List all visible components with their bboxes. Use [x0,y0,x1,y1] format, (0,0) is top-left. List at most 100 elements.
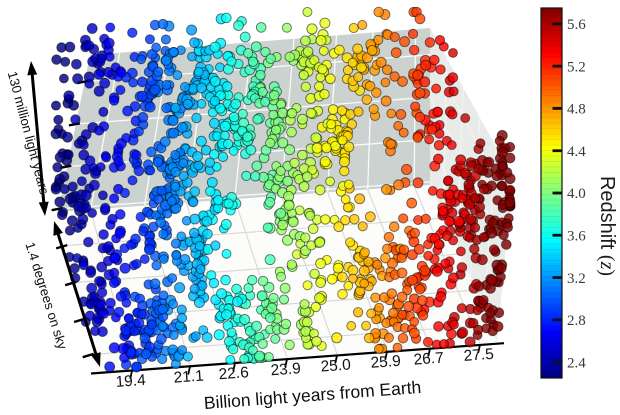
galaxy-point [464,336,476,348]
galaxy-point [133,126,144,137]
galaxy-point [474,201,486,213]
galaxy-point [189,186,201,197]
galaxy-point [130,233,141,245]
galaxy-point [417,310,429,321]
galaxy-point [305,107,317,119]
galaxy-point [221,248,232,259]
galaxy-point [398,213,409,224]
galaxy-point [284,339,295,351]
galaxy-point [396,267,408,279]
galaxy-point [97,326,108,337]
galaxy-point [109,253,120,264]
height-arrow-label: 130 million light years [5,70,52,197]
galaxy-point [266,302,278,314]
galaxy-point [213,195,224,206]
galaxy-point [180,81,191,93]
galaxy-point [161,79,172,90]
galaxy-point [72,73,84,85]
galaxy-point [56,209,68,221]
galaxy-point [257,275,269,287]
galaxy-point [196,82,207,94]
galaxy-point [315,277,326,288]
galaxy-point [221,12,232,24]
galaxy-point [501,167,513,178]
galaxy-point [286,108,298,119]
galaxy-point [374,302,384,313]
galaxy-point [83,236,94,248]
x-tick-label: 21.1 [173,368,204,387]
galaxy-point [300,81,311,92]
galaxy-point [473,324,484,335]
galaxy-point [251,160,263,172]
galaxy-point [270,334,281,344]
galaxy-point [357,221,368,232]
x-tick-label: 25.9 [370,353,401,372]
galaxy-point [431,265,443,277]
galaxy-point [201,331,213,343]
galaxy-point [53,114,64,125]
galaxy-point [393,120,404,131]
galaxy-point [432,153,444,165]
galaxy-point [428,54,440,66]
galaxy-point [456,262,468,273]
galaxy-point [441,230,453,242]
galaxy-point [396,291,408,303]
galaxy-point [122,105,134,117]
galaxy-point [356,62,367,73]
galaxy-point [298,70,309,81]
galaxy-point [170,238,181,249]
galaxy-point [100,202,111,214]
galaxy-point [309,268,320,279]
galaxy-point [287,216,299,228]
galaxy-point [131,150,142,160]
galaxy-point [160,55,172,66]
galaxy-point [108,95,120,106]
galaxy-point [193,296,205,309]
galaxy-point [265,53,276,64]
colorbar-tick-label: 2.8 [567,313,586,329]
galaxy-point [279,282,291,294]
galaxy-point [478,294,489,306]
galaxy-point [408,327,420,339]
colorbar-tick-label: 4.4 [567,144,586,160]
galaxy-point [455,246,466,257]
galaxy-point [284,51,296,63]
galaxy-point [158,254,169,264]
galaxy-point [300,35,311,47]
galaxy-point [337,135,348,146]
galaxy-point [221,309,233,321]
galaxy-point [251,320,262,332]
x-axis-title: Billion light years from Earth [203,377,422,413]
galaxy-point [475,138,486,149]
galaxy-point [186,24,198,36]
galaxy-point [473,281,485,292]
galaxy-point [342,202,353,213]
galaxy-point [422,336,434,348]
galaxy-point [139,332,151,344]
galaxy-point [139,254,150,265]
galaxy-point [192,151,203,162]
galaxy-point [286,259,297,270]
galaxy-point [352,43,363,55]
galaxy-point [476,254,488,266]
galaxy-point [302,280,313,291]
galaxy-point [144,34,155,45]
galaxy-point [158,229,169,240]
galaxy-point [176,121,188,133]
galaxy-point [138,226,149,237]
galaxy-point [147,319,157,330]
galaxy-point [189,283,200,294]
galaxy-point [60,56,71,67]
galaxy-point [457,326,469,339]
galaxy-point [151,260,162,271]
galaxy-point [353,72,364,83]
galaxy-point [178,158,189,169]
galaxy-point [195,135,207,147]
galaxy-point [151,42,161,53]
galaxy-point [381,183,392,195]
galaxy-point [153,194,164,205]
galaxy-point [386,108,397,119]
galaxy-point [103,66,114,78]
colorbar-tick-label: 3.2 [567,271,586,287]
galaxy-point [182,98,194,110]
